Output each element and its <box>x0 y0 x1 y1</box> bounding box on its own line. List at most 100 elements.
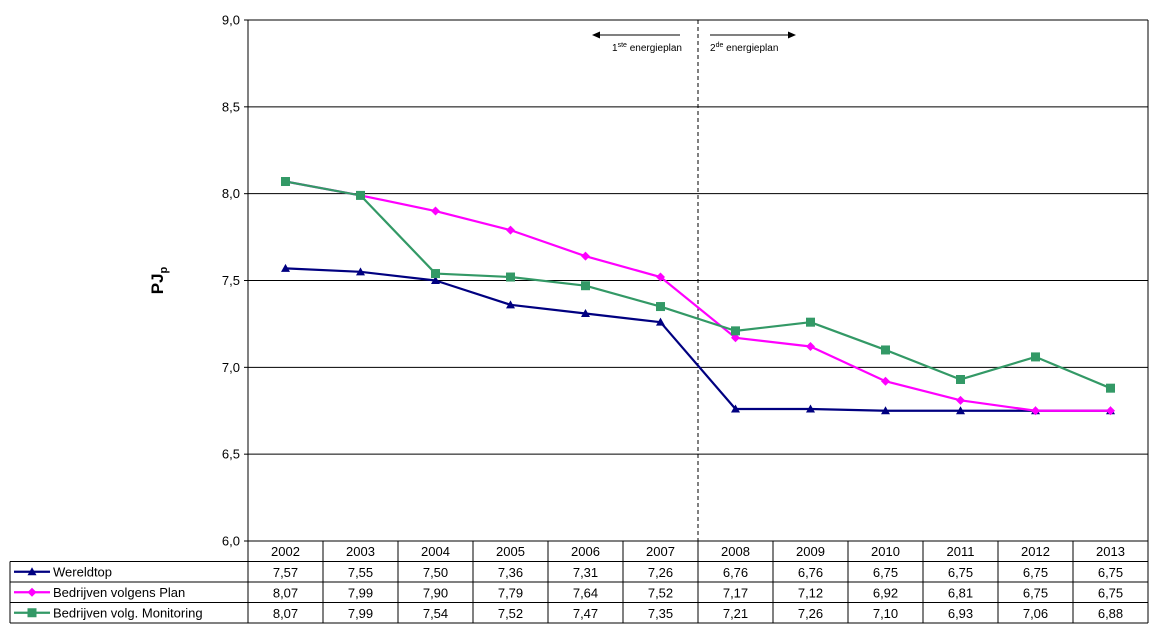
table-cell-2-2007: 7,35 <box>648 606 673 621</box>
series-lines <box>281 177 1115 416</box>
series-2-point-2009 <box>806 317 815 327</box>
table-cell-2-2013: 6,88 <box>1098 606 1123 621</box>
series-1-point-2012 <box>1031 406 1040 416</box>
y-tick-label-6,0: 6,0 <box>222 534 240 549</box>
annotation-second-plan-number: 2 <box>710 43 716 54</box>
table-cell-0-2003: 7,55 <box>348 565 373 580</box>
table-cell-1-2011: 6,81 <box>948 585 973 600</box>
series-1-point-2005 <box>506 225 515 235</box>
table-cell-1-2008: 7,17 <box>723 585 748 600</box>
arrow-left-head <box>592 31 600 39</box>
series-0-point-2010 <box>881 406 890 415</box>
annotation-second-plan-sup: de <box>716 42 724 49</box>
y-axis-label-subscript: p <box>158 266 170 273</box>
table-cell-1-2003: 7,99 <box>348 585 373 600</box>
series-1-point-2007 <box>656 272 665 282</box>
table-cell-2-2011: 6,93 <box>948 606 973 621</box>
x-tick-label-2010: 2010 <box>871 544 900 559</box>
series-2-point-2005 <box>506 272 515 282</box>
series-2-point-2013 <box>1106 383 1115 393</box>
y-tick-label-6,5: 6,5 <box>222 447 240 462</box>
x-tick-label-2004: 2004 <box>421 544 450 559</box>
annotation-first-plan-number: 1 <box>612 43 618 54</box>
table-cell-0-2009: 6,76 <box>798 565 823 580</box>
series-1-point-2006 <box>581 251 590 261</box>
x-tick-label-2007: 2007 <box>646 544 675 559</box>
data-table: 2002 2003 2004 2005 2006 2007 2008 2009 2010 2011… <box>9 540 1149 624</box>
series-0-point-2009 <box>806 404 815 413</box>
arrow-right-head <box>788 31 796 39</box>
series-1-point-2013 <box>1106 406 1115 416</box>
legend-key-marker-1 <box>27 587 37 597</box>
x-tick-label-2008: 2008 <box>721 544 750 559</box>
table-cell-2-2010: 7,10 <box>873 606 898 621</box>
table-cell-2-2005: 7,52 <box>498 606 523 621</box>
series-1-point-2004 <box>431 206 440 216</box>
y-axis-ticks: 6,0 6,5 7,0 7,5 8,0 8,5 9,0 <box>222 13 248 549</box>
x-tick-label-2005: 2005 <box>496 544 525 559</box>
x-tick-label-2003: 2003 <box>346 544 375 559</box>
series-0-point-2003 <box>356 267 365 276</box>
annotation-second-plan-text: energieplan <box>723 43 778 54</box>
table-cell-0-2006: 7,31 <box>573 565 598 580</box>
legend-key-marker-0 <box>27 567 37 576</box>
series-2-point-2008 <box>731 326 740 336</box>
legend-label-0: Wereldtop <box>53 564 112 579</box>
series-2-point-2010 <box>881 345 890 355</box>
table-cell-0-2011: 6,75 <box>948 565 973 580</box>
series-0-point-2002 <box>281 263 290 272</box>
series-0-point-2005 <box>506 300 515 309</box>
table-cell-2-2006: 7,47 <box>573 606 598 621</box>
legend-label-2: Bedrijven volg. Monitoring <box>53 605 203 620</box>
series-0-point-2007 <box>656 317 665 326</box>
y-tick-label-9,0: 9,0 <box>222 13 240 28</box>
series-2-point-2004 <box>431 269 440 279</box>
series-line-2 <box>285 180 1111 390</box>
series-2-point-2012 <box>1031 352 1040 362</box>
x-tick-label-2012: 2012 <box>1021 544 1050 559</box>
y-tick-label-8,5: 8,5 <box>222 99 240 114</box>
series-2-point-2011 <box>956 374 965 384</box>
y-tick-label-7,0: 7,0 <box>222 360 240 375</box>
table-cell-2-2003: 7,99 <box>348 606 373 621</box>
legend-label-1: Bedrijven volgens Plan <box>53 585 185 600</box>
annotation-first-plan: 1ste energieplan <box>612 42 682 54</box>
annotation-first-plan-sup: ste <box>618 42 627 49</box>
series-0-point-2008 <box>731 404 740 413</box>
x-tick-label-2013: 2013 <box>1096 544 1125 559</box>
table-cell-1-2005: 7,79 <box>498 585 523 600</box>
series-1-point-2011 <box>956 395 965 405</box>
y-tick-label-7,5: 7,5 <box>222 273 240 288</box>
series-2-point-2002 <box>281 177 290 187</box>
table-cell-0-2004: 7,50 <box>423 565 448 580</box>
table-cell-0-2012: 6,75 <box>1023 565 1048 580</box>
annotation-second-plan: 2de energieplan <box>710 42 778 54</box>
series-2-point-2003 <box>356 190 365 200</box>
table-cell-2-2009: 7,26 <box>798 606 823 621</box>
table-cell-0-2002: 7,57 <box>273 565 298 580</box>
series-1-point-2010 <box>881 376 890 386</box>
series-2-point-2006 <box>581 281 590 291</box>
x-tick-label-2006: 2006 <box>571 544 600 559</box>
plan-divider <box>592 20 796 541</box>
table-cell-0-2007: 7,26 <box>648 565 673 580</box>
table-cell-1-2013: 6,75 <box>1098 585 1123 600</box>
x-tick-label-2011: 2011 <box>947 544 975 559</box>
table-cell-0-2005: 7,36 <box>498 565 523 580</box>
table-cell-0-2013: 6,75 <box>1098 565 1123 580</box>
annotation-first-plan-text: energieplan <box>627 43 682 54</box>
x-tick-label-2009: 2009 <box>796 544 825 559</box>
table-cell-1-2010: 6,92 <box>873 585 898 600</box>
y-axis-label-main: PJ <box>148 273 167 294</box>
series-0-point-2011 <box>956 406 965 415</box>
legend-key-marker-2 <box>27 608 37 618</box>
table-cell-2-2012: 7,06 <box>1023 606 1048 621</box>
series-1-point-2008 <box>731 333 740 343</box>
series-1-point-2009 <box>806 341 815 351</box>
series-0-point-2006 <box>581 308 590 317</box>
y-tick-label-8,0: 8,0 <box>222 186 240 201</box>
series-line-0 <box>285 267 1111 412</box>
table-cell-1-2009: 7,12 <box>798 585 823 600</box>
x-tick-label-2002: 2002 <box>271 544 300 559</box>
